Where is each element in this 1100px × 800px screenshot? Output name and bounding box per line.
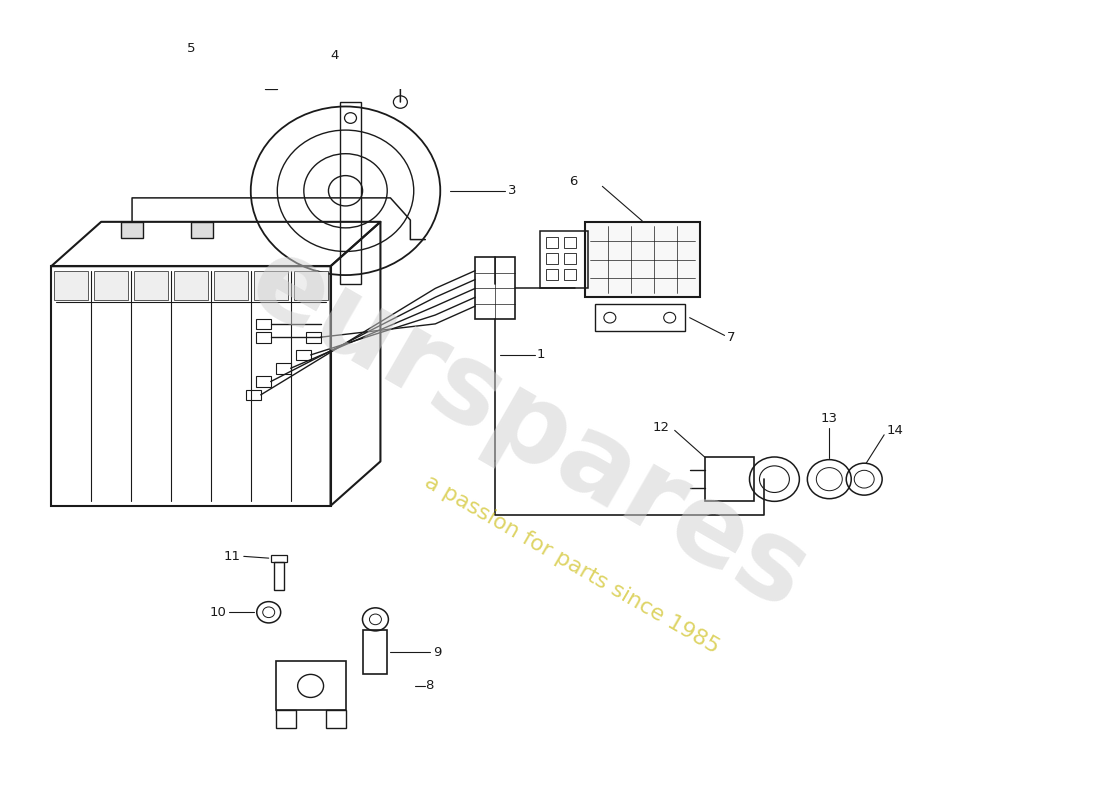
Bar (174, 270, 208, 300)
Text: 3: 3 (508, 184, 517, 198)
Bar (255, 332, 271, 342)
Bar (276, 710, 296, 728)
Bar (245, 390, 261, 400)
Text: 1: 1 (537, 349, 546, 362)
Text: 7: 7 (727, 330, 735, 344)
Bar (121, 222, 143, 238)
Bar (564, 237, 576, 247)
Bar (294, 270, 328, 300)
Bar (546, 253, 558, 263)
Bar (271, 555, 287, 562)
Bar (255, 318, 271, 330)
Bar (540, 230, 587, 288)
Bar (276, 363, 290, 374)
Bar (306, 332, 320, 342)
Bar (296, 350, 310, 360)
Text: 12: 12 (652, 422, 670, 434)
Text: 11: 11 (223, 550, 241, 563)
Bar (95, 270, 128, 300)
Bar (265, 58, 277, 89)
Text: a passion for parts since 1985: a passion for parts since 1985 (421, 471, 723, 658)
Bar (705, 457, 755, 502)
Text: 2: 2 (527, 0, 536, 2)
Bar (475, 258, 515, 319)
Text: 14: 14 (887, 424, 903, 437)
Bar (262, 49, 279, 58)
Text: 9: 9 (433, 646, 442, 658)
Bar (52, 266, 331, 506)
Bar (595, 304, 684, 331)
Text: 13: 13 (821, 412, 838, 426)
Bar (254, 270, 288, 300)
Text: 8: 8 (426, 679, 433, 693)
Text: 4: 4 (331, 50, 339, 62)
Text: eurspares: eurspares (230, 226, 826, 633)
Bar (274, 562, 284, 590)
Bar (564, 269, 576, 279)
Bar (134, 270, 168, 300)
Bar (585, 222, 700, 298)
Bar (326, 710, 345, 728)
Bar (213, 270, 248, 300)
Text: 10: 10 (210, 606, 227, 618)
Bar (255, 376, 271, 387)
Bar (546, 269, 558, 279)
Bar (340, 102, 362, 284)
Text: 6: 6 (569, 175, 578, 189)
Bar (191, 222, 213, 238)
Bar (363, 630, 387, 674)
Bar (564, 253, 576, 263)
Text: 5: 5 (187, 42, 196, 55)
Bar (546, 237, 558, 247)
Bar (276, 661, 345, 710)
Bar (54, 270, 88, 300)
